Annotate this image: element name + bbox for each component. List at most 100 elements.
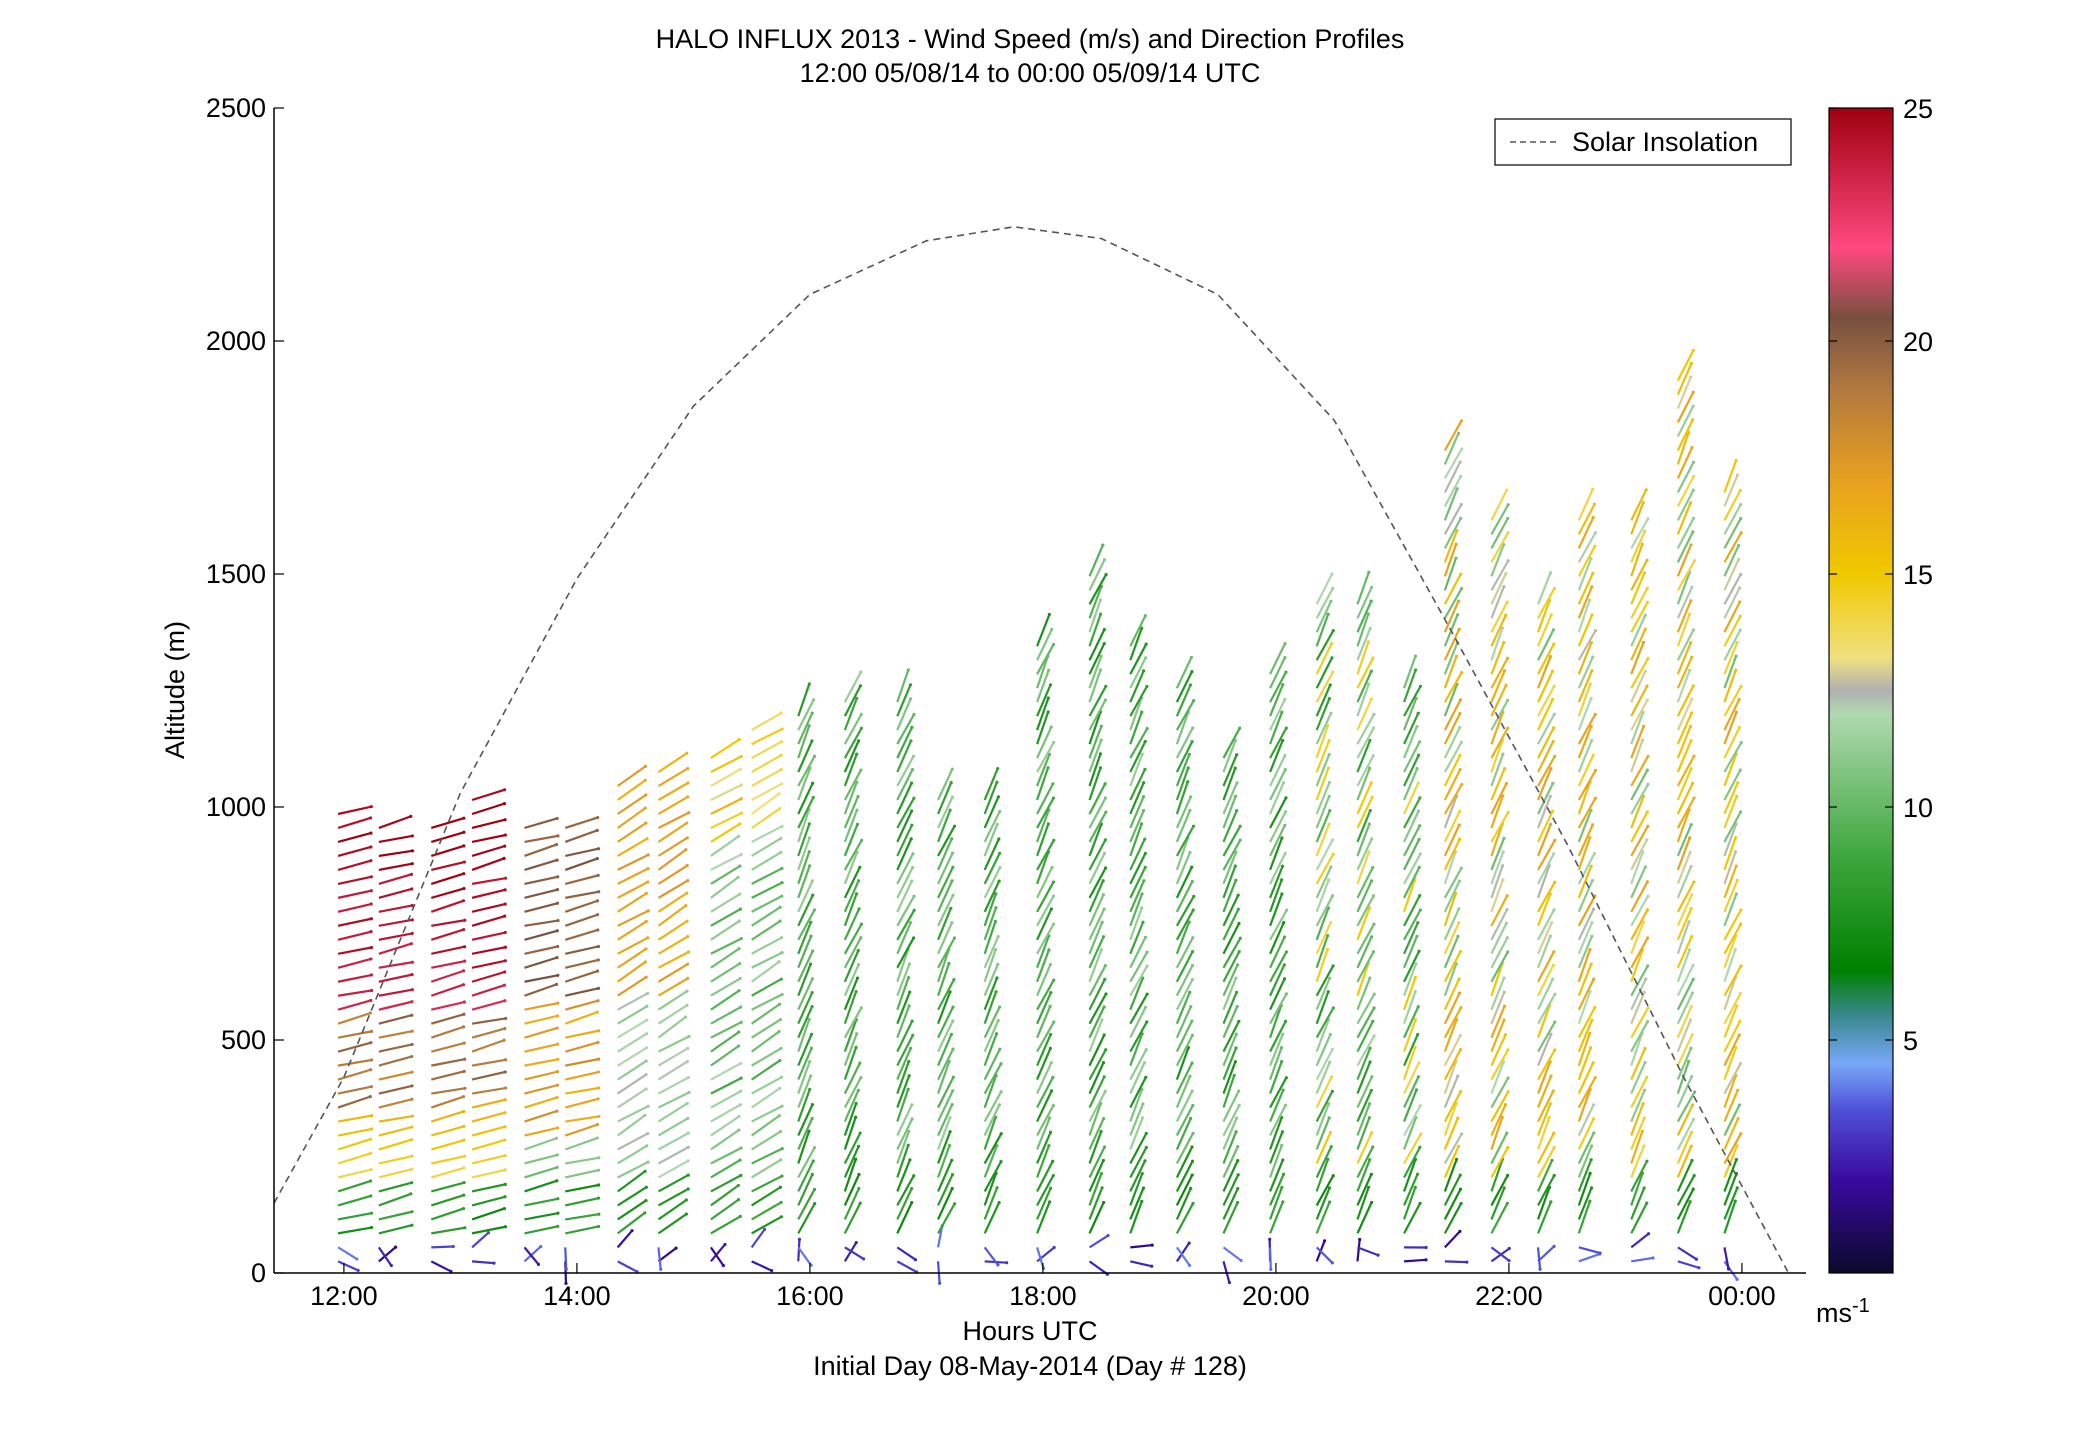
wind-barb	[1130, 839, 1144, 870]
wind-barb	[338, 1170, 371, 1178]
wind-barb-tip	[596, 829, 599, 832]
wind-barb-tip	[856, 823, 859, 826]
wind-barb-tip	[740, 812, 743, 815]
wind-barb-tip	[1738, 726, 1741, 729]
wind-barb-tip	[1504, 1033, 1507, 1036]
wind-barb	[431, 1043, 464, 1052]
wind-barb-tip	[502, 857, 505, 860]
wind-barb	[752, 938, 782, 954]
wind-barb-tip	[1104, 866, 1107, 869]
wind-barb	[1270, 1202, 1283, 1234]
wind-barb	[524, 958, 556, 968]
wind-barb-tip	[1458, 754, 1461, 757]
wind-barb	[752, 838, 781, 856]
wind-barb	[1445, 784, 1462, 814]
wind-barb-tip	[779, 851, 782, 854]
wind-barb-tip	[1651, 1256, 1654, 1259]
wind-barb-tip	[1238, 1104, 1241, 1107]
wind-barb-tip	[1594, 713, 1597, 716]
wind-barb-tip	[859, 1076, 862, 1079]
wind-barb-tip	[1739, 1062, 1742, 1065]
wind-barb-tip	[996, 1263, 999, 1266]
wind-barb	[711, 1160, 740, 1177]
wind-barb-tip	[1103, 852, 1106, 855]
wind-barb-tip	[686, 977, 689, 980]
wind-barb	[1177, 952, 1193, 982]
wind-barb	[379, 1099, 412, 1107]
wind-barb-tip	[738, 919, 741, 922]
wind-barb-tip	[911, 1034, 914, 1037]
wind-barb	[1724, 910, 1740, 940]
wind-barb-tip	[409, 815, 412, 818]
wind-barb-tip	[1590, 739, 1593, 742]
wind-barb-tip	[1692, 1118, 1695, 1121]
wind-barb-tip	[1047, 822, 1050, 825]
wind-barb-tip	[1459, 573, 1462, 576]
wind-barb-tip	[912, 936, 915, 939]
wind-barb-tip	[1691, 418, 1694, 421]
wind-barb-tip	[1692, 880, 1695, 883]
wind-barb-tip	[1102, 879, 1105, 882]
wind-barb-tip	[1191, 1034, 1194, 1037]
wind-barb-tip	[1331, 1090, 1334, 1093]
wind-barb-tip	[998, 810, 1001, 813]
wind-barb-tip	[780, 867, 783, 870]
wind-barb-tip	[1370, 837, 1373, 840]
wind-barb-tip	[556, 974, 559, 977]
wind-barb-tip	[1739, 503, 1742, 506]
wind-barb-tip	[1189, 1117, 1192, 1120]
wind-barb-tip	[1642, 641, 1645, 644]
wind-barb	[1090, 575, 1107, 605]
wind-barb-tip	[411, 918, 414, 921]
wind-barb-tip	[647, 909, 650, 912]
wind-barb	[1090, 1202, 1104, 1233]
wind-barb-tip	[684, 904, 687, 907]
wind-barb-tip	[1049, 963, 1052, 966]
wind-barb-tip	[597, 1029, 600, 1032]
wind-barb	[1579, 489, 1593, 520]
wind-barb-tip	[645, 1005, 648, 1008]
wind-barb-tip	[1104, 698, 1107, 701]
wind-barb	[711, 1007, 741, 1024]
wind-barb-tip	[503, 1207, 506, 1210]
wind-barb-tip	[643, 1114, 646, 1117]
plot-frame	[274, 108, 1806, 1273]
wind-barb-tip	[1142, 781, 1145, 784]
wind-barb-tip	[1052, 643, 1055, 646]
wind-barb	[1445, 1231, 1460, 1247]
wind-barb-tip	[1281, 865, 1284, 868]
wind-barb-tip	[1738, 698, 1741, 701]
wind-barb-tip	[1457, 907, 1460, 910]
wind-barb-tip	[1551, 810, 1554, 813]
wind-barb	[431, 1156, 464, 1163]
wind-barb	[1090, 1091, 1106, 1121]
wind-barb	[1037, 867, 1052, 898]
wind-barb	[524, 921, 558, 926]
wind-barb-tip	[1457, 432, 1460, 435]
wind-barb-tip	[597, 1183, 600, 1186]
wind-barb	[658, 1248, 676, 1261]
wind-barb-tip	[502, 1039, 505, 1042]
wind-barb-tip	[1459, 1048, 1462, 1051]
wind-barb-tip	[1144, 866, 1147, 869]
wind-barb-tip	[1236, 1005, 1239, 1008]
wind-barb-tip	[1646, 699, 1649, 702]
wind-barb-tip	[1237, 1090, 1240, 1093]
wind-barb-tip	[1101, 921, 1104, 924]
wind-barb-tip	[1418, 740, 1421, 743]
wind-barb	[1037, 1063, 1051, 1094]
wind-barb	[711, 1216, 740, 1233]
wind-barb-tip	[462, 983, 465, 986]
wind-barb	[338, 975, 371, 982]
wind-barb	[472, 1233, 488, 1248]
wind-barb	[1631, 756, 1648, 786]
wind-barb-tip	[1641, 1130, 1644, 1133]
wind-barb-tip	[858, 1061, 861, 1064]
wind-barb-tip	[995, 781, 998, 784]
wind-barb-tip	[1459, 1188, 1462, 1191]
wind-barb-tip	[1188, 1075, 1191, 1078]
wind-barb	[1177, 867, 1192, 898]
wind-barb	[1445, 1175, 1460, 1205]
wind-barb-tip	[1460, 419, 1463, 422]
wind-barb-tip	[687, 1091, 690, 1094]
